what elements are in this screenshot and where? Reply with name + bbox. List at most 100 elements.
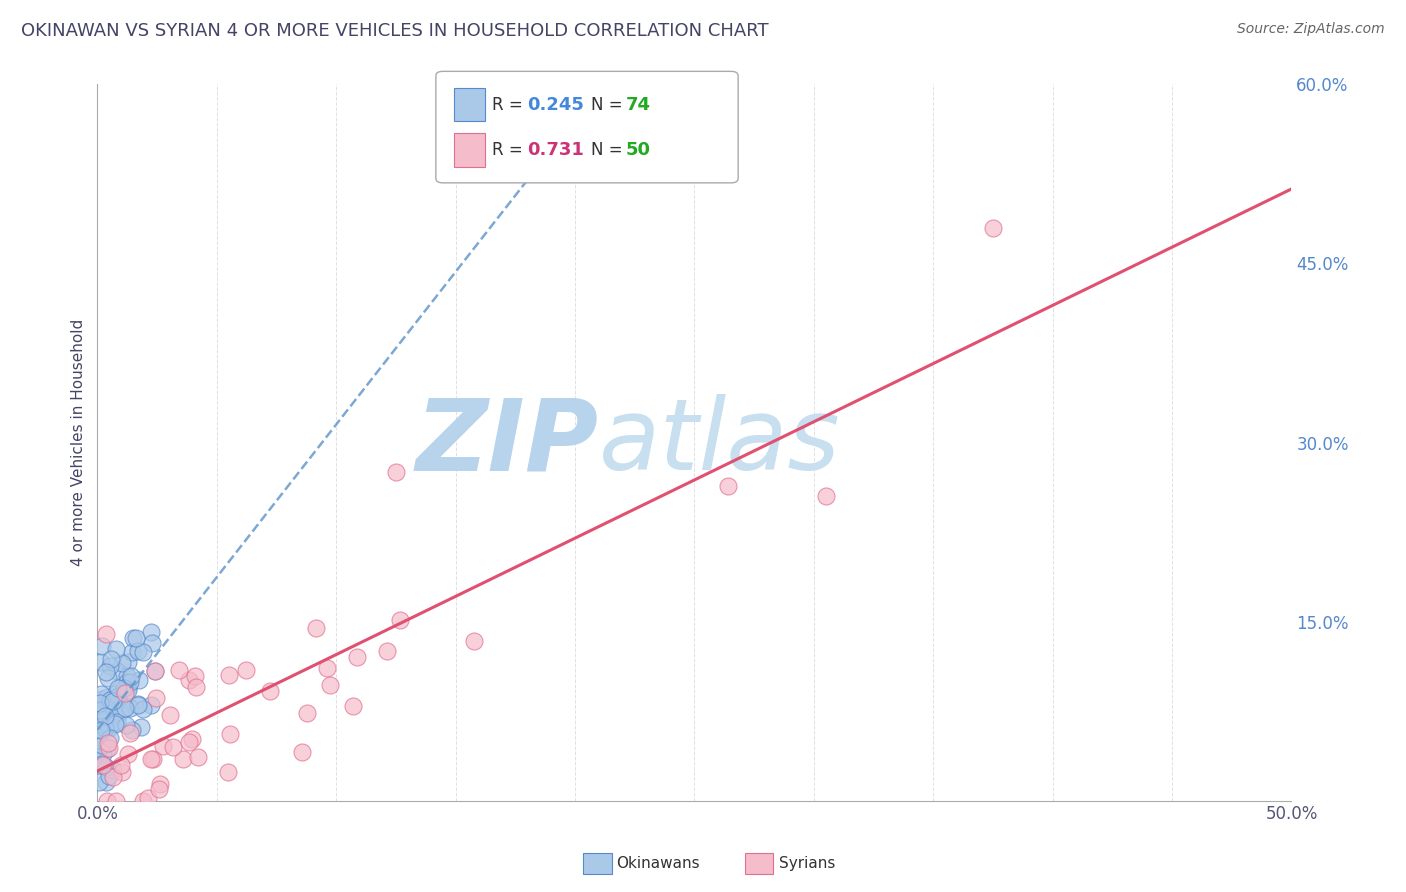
Point <box>90 703 112 717</box>
Point <box>159 708 181 723</box>
Text: OKINAWAN VS SYRIAN 4 OR MORE VEHICLES IN HOUSEHOLD CORRELATION CHART: OKINAWAN VS SYRIAN 4 OR MORE VEHICLES IN… <box>21 22 769 40</box>
Point <box>90 687 112 701</box>
Point <box>104 687 127 701</box>
Point <box>87 730 110 744</box>
Point <box>172 752 194 766</box>
Point <box>125 632 148 646</box>
Point <box>180 732 202 747</box>
Point <box>111 656 134 670</box>
Point <box>162 740 184 755</box>
Point <box>143 664 166 678</box>
Point <box>97 671 120 685</box>
Point <box>107 689 129 703</box>
Point <box>94 721 117 735</box>
Point <box>814 489 837 503</box>
Point <box>463 633 485 648</box>
Point <box>118 701 141 715</box>
Point <box>117 682 139 697</box>
Text: atlas: atlas <box>599 394 841 491</box>
Text: ZIP: ZIP <box>416 394 599 491</box>
Point <box>128 673 150 687</box>
Text: 50: 50 <box>626 141 651 159</box>
Point <box>117 681 139 695</box>
Point <box>98 658 121 673</box>
Point <box>89 696 111 710</box>
Point <box>981 220 1004 235</box>
Point <box>90 639 112 653</box>
Point <box>96 690 118 704</box>
Point <box>100 652 122 666</box>
Point <box>97 736 120 750</box>
Point <box>103 706 125 720</box>
Point <box>143 664 166 678</box>
Point <box>717 479 740 493</box>
Point <box>187 750 209 764</box>
Point <box>98 768 121 782</box>
Point <box>136 791 159 805</box>
Y-axis label: 4 or more Vehicles in Household: 4 or more Vehicles in Household <box>72 319 86 566</box>
Text: Okinawans: Okinawans <box>616 856 699 871</box>
Point <box>114 681 136 695</box>
Point <box>105 715 128 730</box>
Text: Source: ZipAtlas.com: Source: ZipAtlas.com <box>1237 22 1385 37</box>
Point <box>98 697 121 711</box>
Point <box>87 775 110 789</box>
Point <box>375 644 398 658</box>
Text: N =: N = <box>591 95 627 113</box>
Point <box>90 655 112 669</box>
Point <box>90 713 112 727</box>
Point <box>127 698 149 712</box>
Point <box>118 725 141 739</box>
Point <box>104 717 127 731</box>
Text: 0.245: 0.245 <box>527 95 583 113</box>
Point <box>385 466 408 480</box>
Point <box>110 757 132 772</box>
Point <box>117 655 139 669</box>
Point <box>96 742 118 756</box>
Point <box>96 665 118 679</box>
Point <box>111 764 134 779</box>
Point <box>305 621 328 635</box>
Point <box>179 673 201 687</box>
Point <box>139 698 162 712</box>
Point <box>117 747 139 761</box>
Point <box>346 649 368 664</box>
Point <box>132 794 155 808</box>
Point <box>115 669 138 683</box>
Point <box>91 692 114 706</box>
Point <box>101 763 124 777</box>
Point <box>148 781 170 796</box>
Point <box>105 665 128 679</box>
Point <box>218 727 240 741</box>
Text: 74: 74 <box>626 95 651 113</box>
Point <box>131 645 153 659</box>
Point <box>235 663 257 677</box>
Point <box>90 723 112 738</box>
Point <box>114 686 136 700</box>
Text: Syrians: Syrians <box>779 856 835 871</box>
Point <box>141 636 163 650</box>
Point <box>152 739 174 753</box>
Point <box>259 684 281 698</box>
Point <box>121 723 143 737</box>
Point <box>115 718 138 732</box>
Point <box>184 680 207 694</box>
Point <box>86 757 108 772</box>
Point <box>316 661 339 675</box>
Point <box>98 731 121 746</box>
Point <box>98 721 121 735</box>
Point <box>132 702 155 716</box>
Point <box>291 745 314 759</box>
Point <box>94 759 117 773</box>
Point <box>217 764 239 779</box>
Point <box>118 674 141 689</box>
Point <box>129 720 152 734</box>
Point <box>91 738 114 752</box>
Point <box>127 644 149 658</box>
Point <box>342 699 364 714</box>
Point <box>149 777 172 791</box>
Point <box>218 668 240 682</box>
Point <box>93 757 115 772</box>
Point <box>108 691 131 706</box>
Point <box>101 693 124 707</box>
